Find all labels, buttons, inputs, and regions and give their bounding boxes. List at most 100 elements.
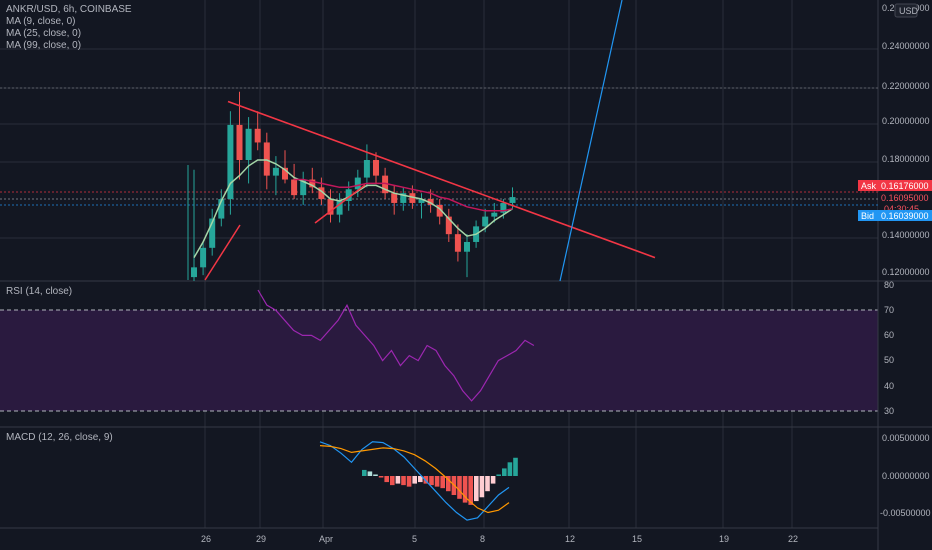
- svg-text:Ask: Ask: [861, 181, 877, 191]
- bid-label: Bid 0.16039000: [858, 210, 932, 221]
- candle-up: [272, 167, 279, 176]
- macd-hist-bar: [485, 476, 490, 492]
- candle-down: [282, 167, 288, 180]
- macd-line: [319, 441, 510, 521]
- macd-hist-bar: [513, 457, 518, 476]
- macd-hist-bar: [496, 474, 501, 476]
- macd-hist-bar: [367, 471, 373, 476]
- rsi-tick: 60: [884, 330, 894, 340]
- candle-down: [309, 179, 316, 188]
- candle-down: [263, 142, 270, 176]
- candle-up: [245, 128, 252, 161]
- time-tick: 12: [565, 534, 575, 544]
- macd-hist-bar: [507, 462, 513, 476]
- macd-hist-bar: [490, 476, 496, 484]
- macd-hist-bar: [384, 476, 389, 483]
- macd-hist-bar: [446, 476, 451, 492]
- candle-down: [236, 124, 243, 161]
- candle-up: [500, 202, 507, 213]
- candle-down: [391, 193, 398, 203]
- trendline-blue[interactable]: [559, 0, 623, 282]
- macd-hist-bar: [479, 476, 485, 498]
- candle-up: [464, 241, 470, 252]
- macd-hist-bar: [457, 476, 462, 499]
- price-tick: 0.14000000: [882, 230, 930, 240]
- price-tick: 0.12000000: [882, 267, 930, 277]
- main-legend[interactable]: ANKR/USD, 6h, COINBASE MA (9, close, 0) …: [6, 4, 132, 52]
- macd-legend[interactable]: MACD (12, 26, close, 9): [6, 432, 113, 443]
- macd-hist-bar: [423, 476, 429, 484]
- candle-up: [418, 199, 425, 203]
- candle-down: [445, 216, 452, 235]
- candle-up: [354, 177, 361, 190]
- rsi-axis[interactable]: 80 70 60 50 40 30: [884, 280, 894, 416]
- trendline-support-short[interactable]: [314, 184, 366, 224]
- ma25-line: [294, 178, 513, 212]
- time-axis[interactable]: 26 29 Apr 5 8 12 15 19 22: [201, 534, 798, 544]
- candle-up: [400, 193, 407, 203]
- time-tick: 29: [256, 534, 266, 544]
- symbol-title[interactable]: ANKR/USD, 6h, COINBASE: [6, 4, 132, 15]
- time-tick: 19: [719, 534, 729, 544]
- candle-down: [318, 187, 325, 200]
- candle-down: [382, 175, 389, 194]
- macd-signal-line: [319, 445, 510, 514]
- candle-up: [345, 189, 352, 201]
- macd-hist-bar: [502, 468, 507, 476]
- candle-up: [491, 212, 498, 217]
- grid-lines: [0, 0, 878, 528]
- macd-hist-bar: [406, 476, 412, 487]
- rsi-tick: 80: [884, 280, 894, 290]
- time-tick: 8: [480, 534, 485, 544]
- time-tick: 26: [201, 534, 211, 544]
- currency-badge[interactable]: USD: [894, 3, 919, 18]
- price-tick: 0.20000000: [882, 116, 930, 126]
- trendline-support-left[interactable]: [204, 224, 241, 281]
- time-tick: 15: [632, 534, 642, 544]
- candle-down: [254, 128, 261, 143]
- svg-text:Bid: Bid: [861, 211, 874, 221]
- indicator-ma25[interactable]: MA (25, close, 0): [6, 28, 82, 39]
- indicator-ma99[interactable]: MA (99, close, 0): [6, 40, 82, 51]
- candle-down: [327, 199, 334, 215]
- candle-down: [454, 234, 461, 252]
- candle-up: [363, 160, 370, 178]
- price-tick: 0.18000000: [882, 154, 930, 164]
- macd-hist-bar: [434, 476, 440, 487]
- macd-hist-bar: [440, 476, 445, 489]
- macd-axis[interactable]: 0.00500000 0.00000000 -0.00500000: [880, 433, 931, 518]
- candle-up: [218, 199, 225, 219]
- candle-up: [227, 124, 234, 200]
- rsi-tick: 50: [884, 355, 894, 365]
- svg-text:04:30:45: 04:30:45: [884, 204, 919, 214]
- candle-down: [291, 179, 298, 196]
- macd-hist-bar: [401, 476, 406, 486]
- rsi-tick: 40: [884, 381, 894, 391]
- svg-text:USD: USD: [899, 6, 919, 16]
- svg-text:0.16176000: 0.16176000: [881, 181, 929, 191]
- candle-down: [436, 204, 443, 217]
- macd-hist-bar: [412, 476, 417, 484]
- rsi-tick: 70: [884, 305, 894, 315]
- indicator-ma9[interactable]: MA (9, close, 0): [6, 16, 76, 27]
- svg-text:0.16095000: 0.16095000: [881, 193, 929, 203]
- candle-up: [191, 267, 197, 278]
- candle-down: [409, 193, 416, 203]
- macd-hist-bar: [462, 476, 468, 503]
- candle-up: [482, 216, 489, 227]
- trendline-resistance[interactable]: [227, 100, 656, 259]
- macd-hist-bar: [474, 476, 479, 502]
- macd-hist-bar: [429, 476, 434, 486]
- svg-text:0.16039000: 0.16039000: [881, 211, 929, 221]
- candle-down: [427, 199, 434, 205]
- ask-label: Ask 0.16176000: [858, 180, 932, 191]
- candle-up: [200, 247, 207, 268]
- macd-tick: -0.00500000: [880, 508, 931, 518]
- rsi-legend[interactable]: RSI (14, close): [6, 286, 73, 297]
- macd-hist-bar: [378, 476, 384, 478]
- candle-up: [509, 197, 516, 203]
- macd-hist-bar: [362, 469, 367, 476]
- rsi-tick: 30: [884, 406, 894, 416]
